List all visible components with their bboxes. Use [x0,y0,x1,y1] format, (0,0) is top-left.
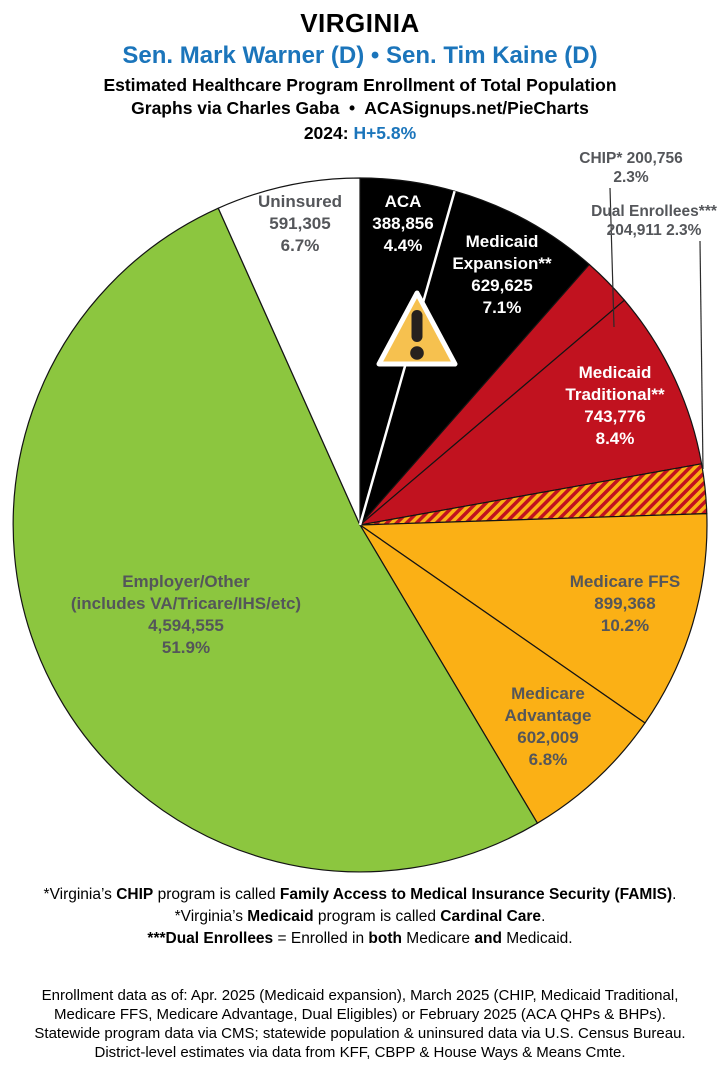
warning-icon [376,290,458,367]
source-note-line: Medicare FFS, Medicare Advantage, Dual E… [54,1006,666,1023]
footnote-text: Medicaid. [501,930,573,947]
warning-exclamation-bar [411,310,423,342]
footnote-dual: ***Dual Enrollees = Enrolled in both Med… [0,928,720,950]
subtitle-enrollment: Estimated Healthcare Program Enrollment … [103,75,617,95]
footnote-text: . [672,886,677,903]
pie-slice-medicare-ffs [359,513,708,724]
subtitle-credit: Graphs via Charles Gaba • ACASignups.net… [131,98,589,118]
source-note-line: Enrollment data as of: Apr. 2025 (Medica… [41,987,679,1004]
senators-line: Sen. Mark Warner (D) • Sen. Tim Kaine (D… [122,42,598,69]
footnote-text: CHIP [116,886,154,903]
pie-slice-medicare-advantage [359,524,646,824]
pie-slice-medicaid-expansion [359,190,590,526]
pie-slice-medicaid-traditional [359,299,703,526]
footnote-text: program is called [153,886,280,903]
footnote-text: both [368,930,402,947]
pie-chart-svg [12,177,708,873]
footnote-text: = Enrolled in [273,930,369,947]
partisan-lean-value: H+5.8% [353,123,417,143]
pie-chart-area [0,155,720,875]
warning-exclamation-dot [410,346,424,360]
source-note-line: Statewide program data via CMS; statewid… [34,1025,686,1042]
footnotes-block: *Virginia’s CHIP program is called Famil… [0,884,720,950]
pie-slices [12,177,708,873]
footnote-text: program is called [313,908,441,925]
footnote-medicaid: *Virginia’s Medicaid program is called C… [0,906,720,928]
dual-enrollees-leader-line [699,240,704,470]
footnote-chip: *Virginia’s CHIP program is called Famil… [0,884,720,906]
partisan-lean-line: 2024: H+5.8% [0,123,720,144]
footnote-text: *Virginia’s [43,886,117,903]
footnote-text: . [541,908,546,925]
footnote-text: Cardinal Care [440,908,542,925]
footnote-text: Medicaid [247,908,314,925]
footnote-text: Family Access to Medical Insurance Secur… [279,886,673,903]
pie-slice-employer-other [12,207,538,873]
footnote-text: *Virginia’s [174,908,248,925]
year-label: 2024: [303,123,354,143]
pie-slice-uninsured [217,177,361,526]
footnote-text: Medicare [401,930,475,947]
page-title: VIRGINIA [300,8,420,38]
source-note-line: District-level estimates via data from K… [94,1044,626,1061]
footnote-text: ***Dual Enrollees [147,930,274,947]
chip-leader-line [609,187,615,328]
footnote-text: and [474,930,502,947]
source-note-block: Enrollment data as of: Apr. 2025 (Medica… [0,986,720,1062]
